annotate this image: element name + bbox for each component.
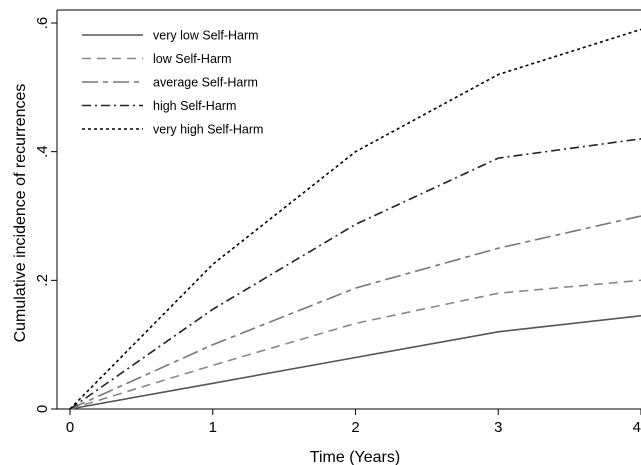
- legend-label-1: very low Self-Harm: [153, 29, 259, 43]
- x-tick-label: 3: [494, 419, 502, 436]
- x-tick-label: 4: [633, 419, 641, 436]
- y-tick-label: .4: [34, 145, 51, 158]
- y-tick-label: .6: [34, 17, 51, 30]
- x-tick-label: 0: [66, 419, 74, 436]
- plot-area: 0 .2 .4 .6 0 1 2 3 4 very low Self-Harm low Self-H…: [34, 9, 641, 436]
- x-tick-label: 1: [209, 419, 217, 436]
- series-line-2: [69, 279, 641, 410]
- series-line-1: [69, 314, 641, 410]
- x-tick-label: 2: [351, 419, 359, 436]
- legend-label-2: low Self-Harm: [153, 52, 232, 66]
- series-line-3: [69, 215, 641, 410]
- x-axis-title: Time (Years): [310, 449, 400, 465]
- y-tick-label: .2: [34, 274, 51, 287]
- y-tick-label: 0: [34, 405, 51, 413]
- series-line-4: [69, 138, 641, 410]
- y-axis-title: Cumulative incidence of recurrences: [12, 84, 29, 343]
- series-line-5: [69, 28, 641, 410]
- legend-label-3: average Self-Harm: [153, 76, 258, 90]
- legend-label-5: very high Self-Harm: [153, 123, 263, 137]
- legend-label-4: high Self-Harm: [153, 99, 236, 113]
